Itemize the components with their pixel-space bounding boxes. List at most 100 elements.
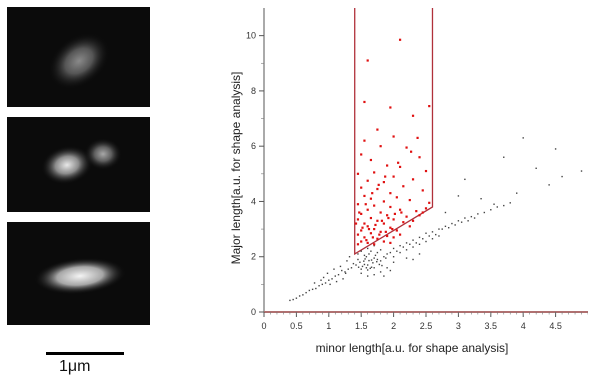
- background-point: [347, 268, 349, 270]
- selected-point: [363, 236, 366, 239]
- selected-point: [418, 214, 421, 217]
- y-tick-label: 8: [251, 86, 256, 96]
- selected-point: [366, 208, 369, 211]
- background-point: [385, 257, 387, 259]
- x-tick-label: 4: [521, 321, 526, 331]
- selected-point: [356, 218, 360, 221]
- selected-point: [424, 169, 428, 173]
- background-point: [292, 298, 294, 301]
- selected-point: [376, 128, 379, 131]
- selected-point: [369, 158, 373, 162]
- selected-point: [386, 234, 389, 238]
- scatter-chart: 0 0.5 1 1.5 2 2.5 3 3.5 4 4.5 0 2 4 6 8 10 Major length…: [229, 8, 588, 355]
- selected-point: [376, 219, 379, 222]
- selected-point: [365, 239, 368, 242]
- background-point: [366, 275, 369, 277]
- background-point: [451, 222, 453, 225]
- selected-point: [405, 146, 408, 149]
- background-point: [295, 297, 298, 299]
- background-point: [363, 254, 366, 257]
- background-point: [376, 251, 379, 254]
- selected-point: [379, 145, 382, 148]
- selected-point: [369, 232, 373, 235]
- background-point: [535, 167, 537, 169]
- background-point: [392, 256, 395, 258]
- background-point: [313, 282, 316, 284]
- x-axis-title: minor length[a.u. for shape analysis]: [316, 341, 509, 355]
- selected-point: [384, 175, 387, 178]
- background-point: [477, 213, 479, 215]
- selected-point: [391, 227, 394, 231]
- background-point: [324, 282, 327, 284]
- selected-point: [382, 200, 385, 203]
- background-point: [348, 256, 351, 258]
- background-point: [389, 251, 392, 254]
- background-point: [444, 211, 447, 214]
- background-point: [548, 184, 550, 186]
- selected-point: [393, 212, 396, 215]
- background-point: [503, 156, 505, 158]
- background-point: [344, 272, 347, 275]
- background-point: [464, 178, 466, 181]
- selected-point: [360, 212, 363, 215]
- selected-point: [371, 236, 374, 239]
- selected-point: [366, 241, 369, 245]
- background-point: [389, 269, 392, 272]
- background-point: [490, 209, 492, 211]
- selected-point: [382, 222, 385, 225]
- background-point: [334, 275, 336, 277]
- background-point: [405, 242, 408, 244]
- background-point: [379, 249, 382, 251]
- selected-point: [374, 223, 377, 227]
- background-point: [561, 175, 563, 178]
- background-point: [473, 217, 476, 219]
- background-point: [369, 267, 371, 270]
- selected-point: [367, 227, 371, 231]
- background-point: [298, 295, 301, 297]
- selected-point: [360, 186, 363, 189]
- scale-bar-label: 1μm: [59, 358, 91, 375]
- background-point: [289, 299, 291, 302]
- background-point: [366, 264, 369, 266]
- background-point: [366, 269, 369, 271]
- background-point: [370, 259, 373, 261]
- selected-point: [356, 233, 360, 236]
- x-tick-label: 1: [326, 321, 331, 331]
- background-point: [365, 267, 368, 269]
- selected-point: [411, 178, 415, 181]
- background-point: [503, 204, 505, 207]
- background-point: [405, 257, 408, 259]
- selected-point: [386, 214, 389, 217]
- y-tick-label: 10: [246, 31, 256, 41]
- selected-point: [356, 172, 360, 175]
- background-point: [378, 263, 381, 266]
- background-point: [302, 294, 304, 296]
- background-point: [405, 249, 408, 251]
- background-point: [355, 264, 357, 266]
- background-point: [339, 265, 342, 268]
- y-tick-label: 0: [251, 307, 256, 317]
- background-point: [352, 262, 355, 265]
- selected-point: [364, 203, 367, 206]
- selected-point: [379, 211, 382, 214]
- micrograph-panel-1: [7, 7, 150, 107]
- x-tick-label: 0.5: [290, 321, 303, 331]
- selected-point: [363, 139, 366, 142]
- background-point: [374, 254, 377, 257]
- selected-point: [395, 196, 398, 199]
- background-point: [357, 266, 360, 268]
- selected-point: [369, 216, 373, 220]
- background-point: [326, 272, 329, 275]
- background-point: [311, 288, 314, 291]
- background-point: [415, 242, 417, 244]
- selected-point: [389, 226, 392, 229]
- background-point: [431, 231, 434, 233]
- selected-point: [405, 215, 408, 218]
- background-point: [373, 257, 375, 259]
- background-point: [320, 279, 322, 281]
- background-point: [509, 202, 511, 204]
- background-point: [364, 258, 366, 260]
- selected-point: [411, 114, 415, 117]
- selected-point: [408, 225, 411, 228]
- background-point: [373, 273, 375, 276]
